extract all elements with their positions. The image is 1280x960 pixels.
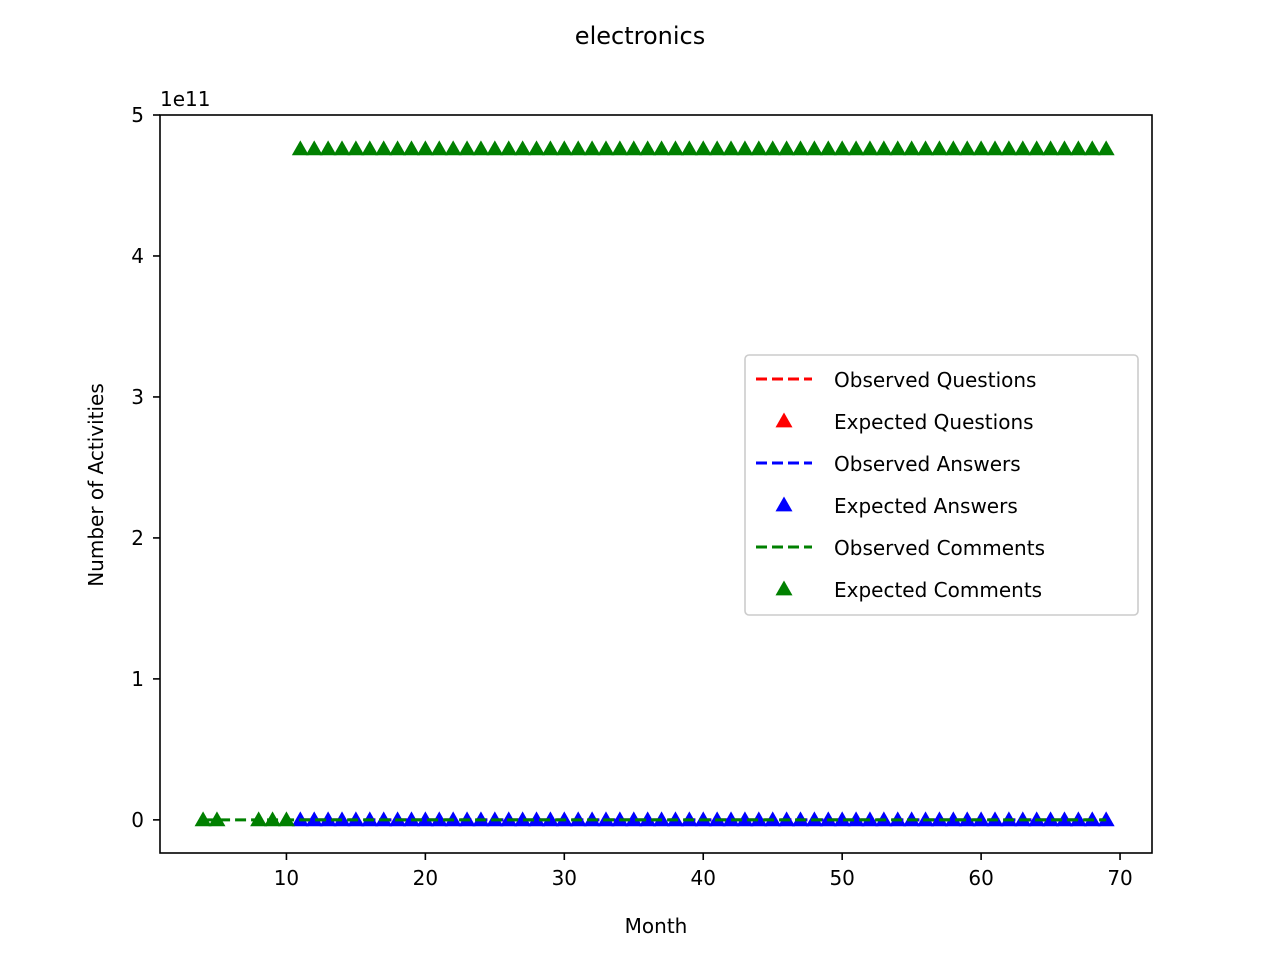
x-tick-label: 70 (1107, 866, 1132, 890)
x-tick-label: 10 (274, 866, 299, 890)
legend-box (745, 355, 1138, 615)
y-tick-label: 0 (131, 808, 144, 832)
legend-label-expected-comments: Expected Comments (834, 578, 1042, 602)
y-tick-label: 3 (131, 385, 144, 409)
y-tick-label: 4 (131, 244, 144, 268)
x-tick-label: 20 (413, 866, 438, 890)
y-tick-label: 1 (131, 667, 144, 691)
y-tick-label: 2 (131, 526, 144, 550)
legend-label-expected-questions: Expected Questions (834, 410, 1034, 434)
x-axis-label: Month (625, 914, 688, 938)
legend-label-observed-answers: Observed Answers (834, 452, 1021, 476)
x-tick-label: 30 (552, 866, 577, 890)
legend: Observed Questions Expected Questions Obse… (745, 355, 1138, 615)
x-tick-label: 40 (691, 866, 716, 890)
y-tick-label: 5 (131, 103, 144, 127)
y-axis-label: Number of Activities (84, 383, 108, 587)
legend-label-observed-questions: Observed Questions (834, 368, 1036, 392)
legend-label-expected-answers: Expected Answers (834, 494, 1018, 518)
legend-label-observed-comments: Observed Comments (834, 536, 1045, 560)
x-tick-label: 60 (968, 866, 993, 890)
x-tick-label: 50 (829, 866, 854, 890)
chart-title: electronics (575, 22, 705, 50)
y-offset-label: 1e11 (160, 87, 210, 111)
